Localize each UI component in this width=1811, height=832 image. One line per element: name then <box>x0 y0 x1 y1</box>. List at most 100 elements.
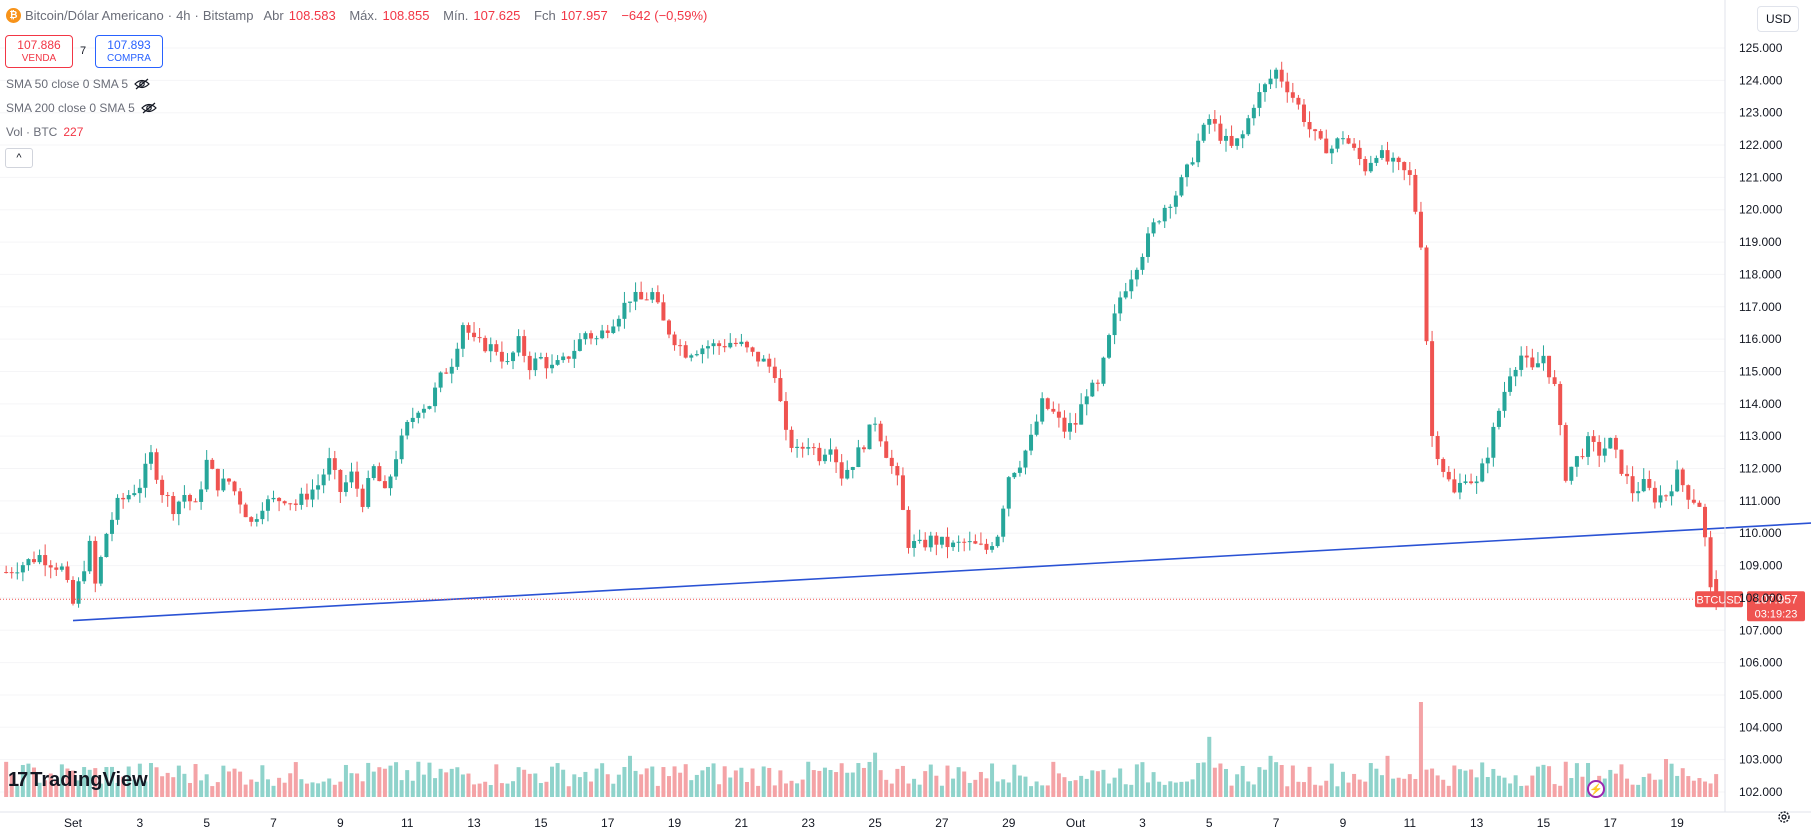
candle <box>589 330 594 345</box>
currency-button[interactable]: USD <box>1757 6 1799 32</box>
candle <box>121 492 126 509</box>
symbol-tag <box>1695 591 1743 608</box>
buy-button[interactable]: 107.893 COMPRA <box>95 35 163 68</box>
candle <box>377 462 382 482</box>
volume-bar <box>293 762 298 797</box>
price-tick-label: 119.000 <box>1739 235 1782 249</box>
volume-bar <box>1697 778 1702 797</box>
candle <box>900 467 905 511</box>
candle <box>666 319 671 339</box>
time-tick-label: 15 <box>534 816 548 830</box>
candle <box>1324 129 1329 154</box>
volume-bar <box>1402 778 1407 797</box>
volume-bar <box>1658 779 1663 797</box>
volume-bar <box>232 768 237 797</box>
price-axis: 102.000 103.000 104.000 105.000 106.000 107.0… <box>1724 0 1783 812</box>
lightning-icon[interactable]: ⚡ <box>1587 780 1605 798</box>
time-tick-label: 29 <box>1002 816 1016 830</box>
price-tick-label: 124.000 <box>1739 73 1783 87</box>
volume-bar <box>572 774 577 797</box>
price-tick-label: 111.000 <box>1739 494 1781 508</box>
candle <box>82 560 87 584</box>
candle <box>1185 163 1189 187</box>
volume-bar <box>895 768 900 797</box>
candle <box>1045 397 1050 411</box>
hidden-eye-icon[interactable] <box>134 78 150 90</box>
volume-bar <box>98 783 103 797</box>
volume-bar <box>438 768 443 797</box>
volume-bar <box>1630 784 1635 797</box>
volume-bar <box>494 764 499 797</box>
candle <box>427 405 432 410</box>
volume-bar <box>1485 777 1490 797</box>
candle <box>928 531 933 552</box>
price-tick-label: 116.000 <box>1739 332 1782 346</box>
collapse-legend-button[interactable]: ^ <box>5 148 33 168</box>
indicator-volume[interactable]: Vol · BTC 227 <box>6 125 83 139</box>
volume-bar <box>655 785 660 797</box>
indicator-volume-label: Vol · BTC <box>6 125 58 139</box>
candle <box>1703 503 1708 547</box>
indicator-sma200[interactable]: SMA 200 close 0 SMA 5 <box>6 101 157 115</box>
volume-bar <box>455 767 460 797</box>
grid <box>0 47 1725 793</box>
volume-bar <box>1669 763 1674 797</box>
hidden-eye-icon[interactable] <box>140 102 157 114</box>
candle <box>761 355 766 362</box>
candle <box>1558 381 1563 436</box>
interval-label[interactable]: 4h <box>176 8 191 23</box>
symbol-header: ₿ Bitcoin/Dólar Americano · 4h · Bitstam… <box>6 8 712 23</box>
candle <box>260 502 265 525</box>
volume-bar <box>360 781 365 797</box>
candle <box>1586 431 1591 466</box>
volume-bar <box>744 782 749 797</box>
candle <box>221 469 226 493</box>
candle <box>839 454 844 486</box>
volume-bar <box>182 773 187 797</box>
sell-label: VENDA <box>21 53 57 64</box>
volume-bar <box>906 783 911 797</box>
volume-bar <box>1346 782 1351 797</box>
change-value: −642 (−0,59%) <box>621 8 708 23</box>
volume-bar <box>1547 766 1552 797</box>
candle <box>1435 431 1440 466</box>
candle <box>394 450 399 480</box>
price-tag-value: 107.957 <box>1754 592 1798 606</box>
volume-bar <box>87 769 92 797</box>
candle <box>1084 389 1089 416</box>
candle <box>1658 485 1663 508</box>
candle <box>956 535 961 552</box>
time-tick-label: 17 <box>601 816 615 830</box>
volume-bar <box>1056 773 1061 797</box>
candle <box>472 322 477 342</box>
candle <box>104 532 109 558</box>
volume-bar <box>310 782 315 797</box>
candle <box>912 534 917 557</box>
candle <box>366 470 371 509</box>
sell-button[interactable]: 107.886 VENDA <box>5 35 73 68</box>
settings-icon[interactable] <box>1777 810 1791 824</box>
candle <box>1396 156 1401 171</box>
candle <box>160 475 165 503</box>
volume-bar <box>589 781 594 797</box>
volume-bar <box>433 778 438 797</box>
candle <box>733 338 738 347</box>
candle <box>410 407 415 429</box>
candle <box>934 532 939 556</box>
symbol-title[interactable]: Bitcoin/Dólar Americano <box>25 8 164 23</box>
time-tick-label: 13 <box>467 816 481 830</box>
candle <box>561 352 566 363</box>
volume-bar <box>1703 781 1708 797</box>
trendline[interactable] <box>72 522 1811 622</box>
high-label: Máx. <box>349 8 378 23</box>
volume-bar <box>1107 783 1112 797</box>
candle <box>834 446 839 473</box>
volume-bar <box>1441 779 1446 797</box>
volume-bar <box>271 785 276 797</box>
indicator-sma50[interactable]: SMA 50 close 0 SMA 5 <box>6 77 150 91</box>
volume-bar <box>132 779 137 797</box>
candle <box>594 335 599 346</box>
volume-bar <box>93 768 98 797</box>
volume-bar <box>633 770 638 797</box>
